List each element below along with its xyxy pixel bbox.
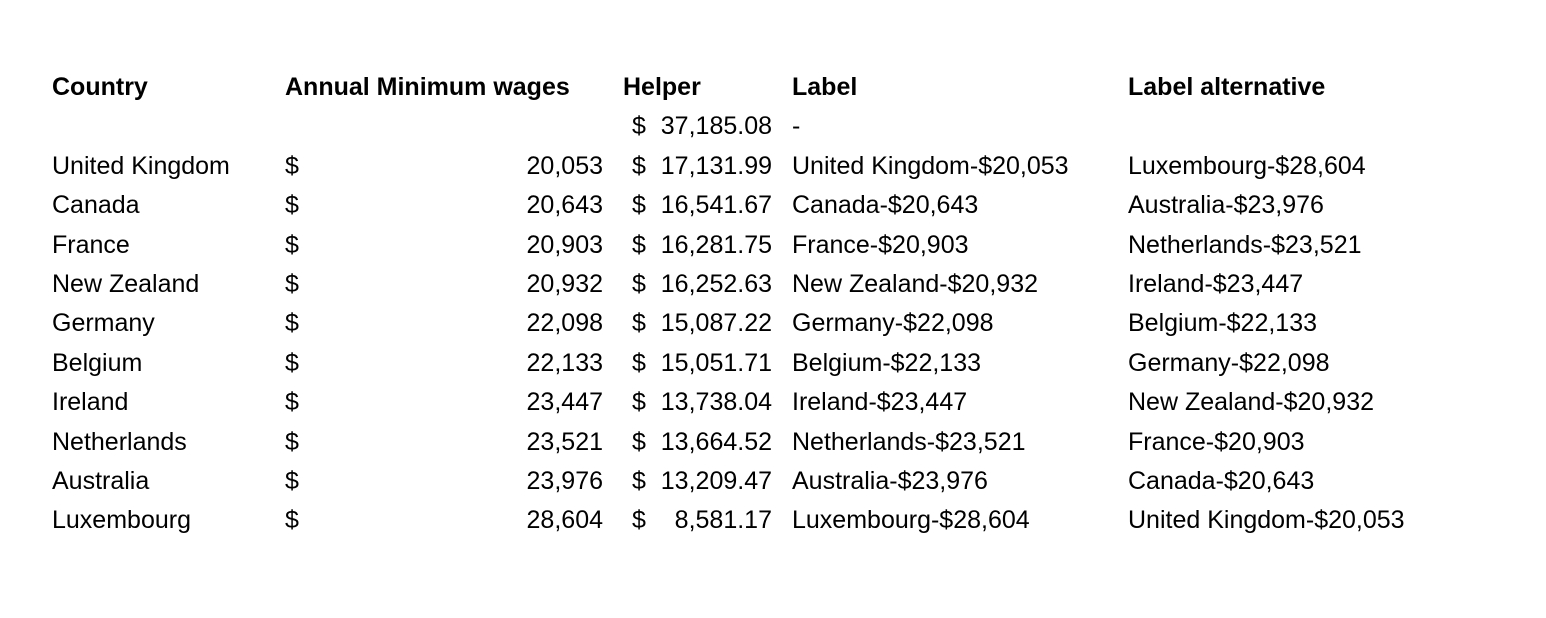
label-alternative-cell[interactable]: Germany-$22,098 — [1128, 348, 1330, 377]
country-cell[interactable]: Luxembourg — [52, 506, 191, 535]
header-row: Country Annual Minimum wages Helper Labe… — [52, 68, 1492, 107]
table-row: France $ 20,903 $ 16,281.75 France-$20,9… — [52, 226, 1492, 265]
label-alternative-cell[interactable]: France-$20,903 — [1128, 427, 1305, 456]
table-row: Belgium $ 22,133 $ 15,051.71 Belgium-$22… — [52, 344, 1492, 383]
header-annual-minimum-wages[interactable]: Annual Minimum wages — [285, 73, 570, 101]
label-alternative-cell[interactable]: United Kingdom-$20,053 — [1128, 506, 1405, 535]
label-alternative-cell[interactable]: Luxembourg-$28,604 — [1128, 151, 1366, 180]
helper-currency[interactable]: $ — [632, 230, 646, 259]
label-cell[interactable]: Canada-$20,643 — [792, 191, 979, 220]
label-alternative-cell[interactable]: Ireland-$23,447 — [1128, 269, 1304, 298]
helper-currency[interactable]: $ — [632, 151, 646, 180]
wage-currency[interactable]: $ — [285, 151, 299, 180]
country-cell[interactable]: Belgium — [52, 348, 143, 377]
helper-value[interactable]: 16,252.63 — [660, 269, 772, 298]
table-row: Canada $ 20,643 $ 16,541.67 Canada-$20,6… — [52, 186, 1492, 225]
helper-currency[interactable]: $ — [632, 269, 646, 298]
wage-currency[interactable]: $ — [285, 348, 299, 377]
label-alternative-cell[interactable]: Australia-$23,976 — [1128, 191, 1324, 220]
label-cell[interactable]: Belgium-$22,133 — [792, 348, 982, 377]
helper-value[interactable]: 13,664.52 — [660, 427, 772, 456]
header-country[interactable]: Country — [52, 73, 148, 101]
helper-currency[interactable]: $ — [632, 309, 646, 338]
helper-currency[interactable]: $ — [632, 191, 646, 220]
label-cell[interactable]: - — [792, 112, 801, 141]
label-cell[interactable]: Germany-$22,098 — [792, 309, 994, 338]
wage-value[interactable]: 22,098 — [526, 309, 603, 338]
wage-currency[interactable]: $ — [285, 466, 299, 495]
label-cell[interactable]: New Zealand-$20,932 — [792, 269, 1038, 298]
country-cell[interactable]: Netherlands — [52, 427, 187, 456]
wage-value[interactable]: 20,932 — [526, 269, 603, 298]
country-cell[interactable]: New Zealand — [52, 269, 200, 298]
table-row: New Zealand $ 20,932 $ 16,252.63 New Zea… — [52, 265, 1492, 304]
helper-value[interactable]: 8,581.17 — [674, 506, 772, 535]
helper-value[interactable]: 13,738.04 — [660, 388, 772, 417]
helper-currency[interactable]: $ — [632, 506, 646, 535]
helper-value[interactable]: 37,185.08 — [660, 112, 772, 141]
table-row: United Kingdom $ 20,053 $ 17,131.99 Unit… — [52, 147, 1492, 186]
wage-currency[interactable]: $ — [285, 506, 299, 535]
label-alternative-cell[interactable]: New Zealand-$20,932 — [1128, 388, 1374, 417]
country-cell[interactable]: Ireland — [52, 388, 129, 417]
wage-value[interactable]: 23,521 — [526, 427, 603, 456]
table-row: Australia $ 23,976 $ 13,209.47 Australia… — [52, 462, 1492, 501]
table-row: Luxembourg $ 28,604 $ 8,581.17 Luxembour… — [52, 501, 1492, 540]
label-cell[interactable]: United Kingdom-$20,053 — [792, 151, 1069, 180]
helper-currency[interactable]: $ — [632, 427, 646, 456]
wage-currency[interactable]: $ — [285, 230, 299, 259]
wage-value[interactable]: 23,447 — [526, 388, 603, 417]
table-row: Netherlands $ 23,521 $ 13,664.52 Netherl… — [52, 423, 1492, 462]
table-row-helper-total: $ 37,185.08 - — [52, 107, 1492, 146]
country-cell[interactable]: United Kingdom — [52, 151, 230, 180]
header-label-alternative[interactable]: Label alternative — [1128, 73, 1326, 101]
label-cell[interactable]: Netherlands-$23,521 — [792, 427, 1026, 456]
header-helper[interactable]: Helper — [623, 73, 701, 101]
wage-currency[interactable]: $ — [285, 427, 299, 456]
table-row: Germany $ 22,098 $ 15,087.22 Germany-$22… — [52, 304, 1492, 343]
header-label[interactable]: Label — [792, 73, 858, 101]
label-alternative-cell[interactable]: Netherlands-$23,521 — [1128, 230, 1362, 259]
data-table: Country Annual Minimum wages Helper Labe… — [52, 68, 1492, 541]
label-alternative-cell[interactable]: Belgium-$22,133 — [1128, 309, 1318, 338]
helper-value[interactable]: 13,209.47 — [660, 466, 772, 495]
wage-currency[interactable]: $ — [285, 269, 299, 298]
wage-currency[interactable]: $ — [285, 191, 299, 220]
wage-currency[interactable]: $ — [285, 388, 299, 417]
label-cell[interactable]: France-$20,903 — [792, 230, 969, 259]
wage-value[interactable]: 20,643 — [526, 191, 603, 220]
helper-currency[interactable]: $ — [632, 466, 646, 495]
country-cell[interactable]: France — [52, 230, 130, 259]
helper-currency[interactable]: $ — [632, 348, 646, 377]
country-cell[interactable]: Canada — [52, 191, 140, 220]
table-row: Ireland $ 23,447 $ 13,738.04 Ireland-$23… — [52, 383, 1492, 422]
label-alternative-cell[interactable]: Canada-$20,643 — [1128, 466, 1315, 495]
wage-value[interactable]: 23,976 — [526, 466, 603, 495]
helper-value[interactable]: 15,051.71 — [660, 348, 772, 377]
helper-currency[interactable]: $ — [632, 112, 646, 141]
helper-value[interactable]: 17,131.99 — [660, 151, 772, 180]
wage-value[interactable]: 22,133 — [526, 348, 603, 377]
label-cell[interactable]: Ireland-$23,447 — [792, 388, 968, 417]
helper-value[interactable]: 15,087.22 — [660, 309, 772, 338]
wage-value[interactable]: 20,903 — [526, 230, 603, 259]
country-cell[interactable]: Germany — [52, 309, 155, 338]
wage-value[interactable]: 28,604 — [526, 506, 603, 535]
wage-currency[interactable]: $ — [285, 309, 299, 338]
helper-currency[interactable]: $ — [632, 388, 646, 417]
label-cell[interactable]: Luxembourg-$28,604 — [792, 506, 1030, 535]
helper-value[interactable]: 16,541.67 — [660, 191, 772, 220]
helper-value[interactable]: 16,281.75 — [660, 230, 772, 259]
label-cell[interactable]: Australia-$23,976 — [792, 466, 988, 495]
wage-value[interactable]: 20,053 — [526, 151, 603, 180]
country-cell[interactable]: Australia — [52, 466, 150, 495]
